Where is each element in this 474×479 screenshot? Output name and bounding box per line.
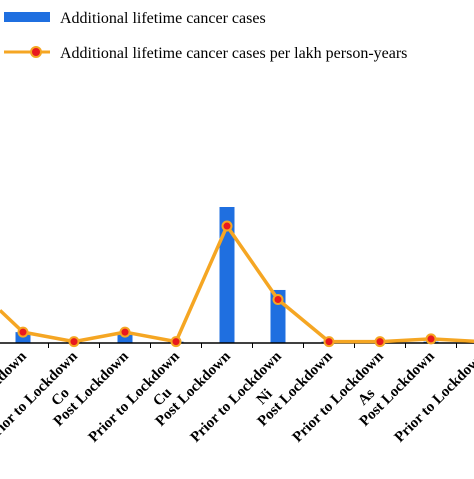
line-point-1 [70, 337, 79, 346]
line-point-3 [172, 337, 181, 346]
legend: Additional lifetime cancer cases Additio… [4, 10, 407, 62]
legend-bar-swatch [4, 12, 50, 22]
line-point-2 [121, 328, 130, 337]
series-line [0, 226, 474, 342]
line-point-7 [376, 337, 385, 346]
line-point-0 [19, 328, 28, 337]
line-point-5 [274, 295, 283, 304]
line-series [0, 222, 474, 347]
line-point-8 [427, 334, 436, 343]
legend-line-marker [31, 47, 41, 57]
line-point-4 [223, 222, 232, 231]
legend-line-label: Additional lifetime cancer cases per lak… [60, 45, 407, 62]
bars [16, 207, 474, 343]
line-point-6 [325, 337, 334, 346]
legend-bar-label: Additional lifetime cancer cases [60, 10, 266, 27]
